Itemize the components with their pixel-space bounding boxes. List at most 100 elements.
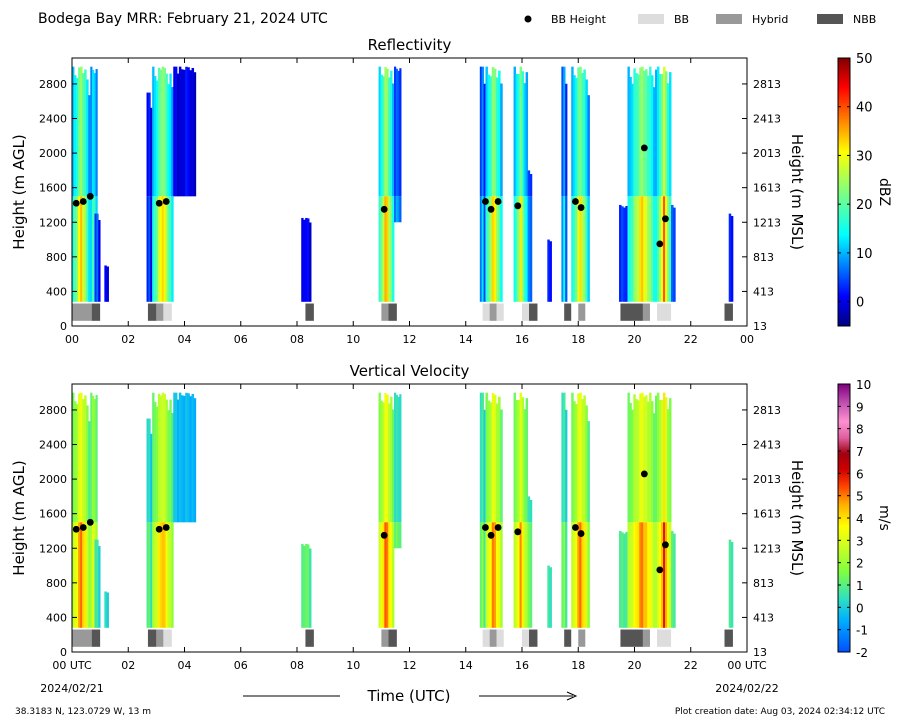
- echo-cell-lower: [587, 522, 590, 628]
- x-tick-label: 16: [515, 659, 529, 672]
- bb-height-marker: [494, 198, 502, 205]
- bb-type-segment: [72, 629, 92, 647]
- x-date-start: 2024/02/21: [40, 682, 103, 695]
- echo-cell-upper: [157, 67, 161, 197]
- echo-cell-upper: [647, 401, 650, 523]
- echo-cell-upper: [519, 66, 522, 197]
- colorbar-tick-label: 50: [856, 52, 873, 67]
- bb-height-marker: [514, 202, 522, 210]
- echo-cell-upper: [627, 66, 630, 197]
- x-tick-label: 00: [740, 333, 754, 346]
- echo-cell-lower: [380, 196, 383, 302]
- echo-cell-lower: [647, 196, 650, 302]
- bb-type-segment: [381, 303, 389, 321]
- bb-height-marker: [86, 518, 94, 526]
- echo-cell-upper: [378, 392, 381, 523]
- echo-cell-lower: [641, 522, 644, 628]
- echo-cell-lower: [641, 196, 644, 302]
- bb-height-marker: [656, 240, 664, 248]
- echo-cell-lower: [146, 522, 149, 628]
- echo-cell-lower: [84, 196, 87, 302]
- colorbar-tick-label: -2: [856, 646, 868, 660]
- echo-cell-lower: [525, 522, 529, 628]
- echo-cell-upper: [635, 399, 638, 523]
- bb-type-segment: [529, 629, 538, 647]
- x-tick-label: 00 UTC: [727, 659, 767, 672]
- echo-cell-lower: [106, 592, 109, 628]
- bb-type-segment: [388, 303, 397, 321]
- colorbar-tick-label: 2: [856, 557, 864, 571]
- echo-cell-lower: [519, 196, 522, 302]
- x-tick-label: 22: [684, 659, 698, 672]
- echo-cell-upper: [631, 409, 634, 523]
- echo-cell-upper: [165, 399, 168, 523]
- echo-cell-upper: [585, 79, 588, 197]
- bb-height-marker: [482, 198, 489, 205]
- echo-cell-lower: [661, 196, 664, 302]
- bb-type-segment: [578, 629, 586, 647]
- echo-cell-lower: [72, 196, 75, 302]
- bb-height-marker: [514, 528, 522, 536]
- station-location: 38.3183 N, 123.0729 W, 13 m: [15, 707, 151, 717]
- bb-type-segment: [156, 629, 164, 647]
- y-tick-label: 2800: [39, 404, 67, 417]
- echo-cell-lower: [653, 196, 656, 302]
- echo-cell-lower: [629, 196, 632, 302]
- echo-cell-upper: [631, 83, 634, 197]
- echo-cell-upper: [394, 392, 397, 523]
- echo-cell-lower: [395, 196, 398, 223]
- bb-type-segment: [522, 629, 530, 647]
- echo-cell-upper: [165, 73, 168, 197]
- bb-type-segment: [91, 303, 101, 321]
- echo-cell-lower: [169, 522, 172, 628]
- echo-cell-upper: [521, 71, 525, 197]
- x-axis-label: Time (UTC): [367, 687, 451, 705]
- echo-cell-upper: [384, 67, 387, 197]
- echo-cell-lower: [583, 522, 586, 628]
- echo-cell-lower: [495, 196, 499, 302]
- echo-cell-upper: [74, 401, 77, 523]
- echo-cell-lower: [577, 522, 580, 628]
- echo-cell-upper: [161, 66, 165, 197]
- echo-cell-lower: [500, 522, 503, 628]
- bb-height-marker: [577, 530, 585, 537]
- legend-swatch: [638, 14, 664, 24]
- bb-height-marker: [86, 192, 94, 200]
- echo-cell-lower: [619, 530, 622, 628]
- echo-cell-lower: [485, 522, 488, 628]
- echo-cell-lower: [730, 542, 734, 628]
- echo-cell-lower: [161, 522, 165, 628]
- echo-cell-lower: [663, 196, 666, 302]
- echo-cell-upper: [187, 393, 190, 523]
- echo-cell-lower: [669, 522, 672, 628]
- bb-height-marker: [640, 144, 648, 152]
- echo-cell-upper: [171, 413, 174, 523]
- echo-cell-lower: [157, 522, 161, 628]
- echo-cell-lower: [627, 522, 630, 628]
- echo-cell-lower: [649, 522, 652, 628]
- echo-cell-lower: [161, 196, 165, 302]
- colorbar-tick-label: 3: [856, 534, 864, 548]
- y-tick-label-right: 413: [753, 285, 774, 298]
- echo-cell-lower: [309, 222, 312, 302]
- echo-cell-upper: [489, 402, 493, 523]
- echo-cell-lower: [673, 207, 676, 302]
- echo-cell-upper: [159, 69, 163, 197]
- echo-cell-lower: [655, 196, 658, 302]
- echo-cell-lower: [74, 522, 77, 628]
- echo-cell-lower: [623, 207, 626, 302]
- echo-cell-lower: [581, 522, 584, 628]
- y-tick-label: 400: [46, 285, 67, 298]
- echo-cell-lower: [382, 196, 385, 302]
- bb-type-segment: [381, 629, 389, 647]
- echo-cell-lower: [384, 196, 387, 302]
- echo-cell-upper: [380, 400, 383, 523]
- echo-cell-lower: [92, 522, 95, 628]
- y-tick-label-right: 13: [753, 320, 767, 333]
- echo-cell-lower: [78, 522, 81, 628]
- echo-cell-lower: [579, 196, 582, 302]
- echo-cell-upper: [148, 418, 151, 523]
- echo-cell-lower: [157, 196, 161, 302]
- bb-type-segment: [163, 629, 172, 647]
- legend-label: BB: [674, 13, 689, 26]
